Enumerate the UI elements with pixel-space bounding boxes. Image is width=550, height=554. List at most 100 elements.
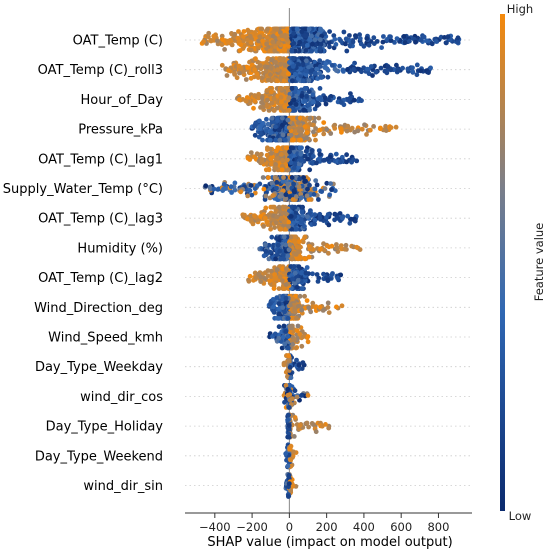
shap-point — [352, 129, 358, 135]
shap-point — [247, 157, 253, 162]
shap-point — [351, 97, 357, 103]
shap-point — [287, 125, 292, 131]
shap-point — [312, 60, 318, 65]
shap-point — [393, 124, 399, 130]
shap-point — [295, 120, 301, 126]
shap-point — [359, 126, 365, 132]
shap-point — [269, 180, 275, 186]
shap-point — [268, 130, 274, 136]
shap-point — [265, 56, 271, 62]
shap-point — [293, 345, 299, 351]
feature-label: wind_dir_cos — [80, 390, 163, 405]
shap-point — [257, 126, 263, 131]
shap-point — [288, 214, 294, 219]
shap-point — [275, 242, 281, 248]
shap-point — [245, 37, 251, 43]
feature-label: Pressure_kPa — [78, 123, 163, 138]
shap-point — [285, 71, 291, 77]
shap-point — [265, 121, 271, 127]
shap-point — [241, 34, 246, 39]
feature-labels: OAT_Temp (C)OAT_Temp (C)_roll3Hour_of_Da… — [3, 34, 164, 495]
shap-point — [305, 186, 310, 192]
shap-point — [267, 137, 273, 143]
shap-point — [302, 99, 308, 104]
shap-point — [298, 66, 304, 72]
shap-point — [260, 175, 266, 180]
shap-point — [285, 253, 291, 259]
shap-point — [296, 264, 302, 269]
shap-point — [279, 167, 285, 173]
feature-label: OAT_Temp (C)_lag3 — [38, 212, 163, 227]
x-axis-title: SHAP value (impact on model output) — [207, 535, 452, 550]
shap-point — [272, 331, 278, 337]
shap-point — [289, 256, 295, 262]
shap-point — [297, 39, 303, 45]
shap-point — [201, 39, 206, 45]
shap-point — [274, 267, 280, 272]
feature-label: Wind_Direction_deg — [34, 301, 163, 316]
shap-point — [290, 197, 296, 202]
shap-point — [281, 362, 287, 368]
shap-point — [289, 175, 295, 180]
feature-label: OAT_Temp (C)_lag2 — [38, 271, 163, 286]
shap-point — [297, 115, 303, 121]
shap-point — [264, 103, 270, 109]
shap-point — [351, 67, 356, 72]
shap-point — [265, 97, 270, 103]
shap-point — [238, 42, 244, 48]
shap-point — [311, 422, 316, 427]
shap-point — [232, 70, 237, 76]
shap-point — [349, 216, 354, 222]
shap-point — [291, 137, 296, 143]
shap-point — [325, 74, 331, 80]
x-tick-label: −200 — [236, 520, 268, 534]
shap-point — [304, 420, 310, 426]
shap-point — [283, 295, 289, 301]
shap-point — [341, 29, 347, 35]
shap-point — [325, 300, 331, 306]
shap-point — [305, 214, 310, 220]
feature-label: Day_Type_Weekend — [35, 449, 163, 464]
feature-label: Day_Type_Weekday — [35, 360, 163, 375]
shap-point — [306, 64, 311, 70]
shap-point — [279, 278, 285, 284]
shap-point — [285, 181, 291, 187]
shap-point — [278, 215, 284, 221]
shap-point — [291, 97, 297, 103]
shap-point — [281, 234, 287, 240]
shap-point — [282, 137, 288, 143]
shap-point — [340, 215, 345, 221]
shap-point — [291, 56, 296, 62]
x-tick-label: 0 — [286, 520, 293, 534]
shap-point — [241, 38, 247, 44]
shap-point — [381, 34, 386, 39]
shap-point — [305, 156, 310, 162]
shap-point — [325, 277, 331, 283]
shap-point — [297, 145, 303, 151]
shap-point — [294, 284, 300, 290]
shap-point — [307, 115, 313, 121]
shap-point — [269, 119, 275, 124]
shap-point — [294, 394, 300, 400]
shap-point — [280, 179, 286, 184]
shap-point — [294, 151, 300, 157]
shap-point — [282, 341, 288, 347]
shap-point — [324, 127, 330, 132]
shap-point — [337, 63, 342, 69]
shap-point — [343, 41, 348, 47]
shap-point — [275, 118, 280, 123]
shap-point — [407, 38, 412, 44]
shap-point — [306, 78, 312, 83]
shap-point — [303, 33, 309, 39]
shap-point — [345, 97, 351, 103]
shap-point — [232, 187, 238, 193]
shap-point — [428, 65, 433, 71]
shap-point — [285, 334, 291, 339]
colorbar-gradient — [500, 14, 505, 511]
shap-point — [388, 125, 394, 130]
shap-point — [281, 175, 286, 180]
shap-point — [276, 335, 282, 341]
shap-point — [271, 304, 276, 310]
shap-point — [323, 65, 329, 71]
shap-point — [323, 61, 329, 67]
